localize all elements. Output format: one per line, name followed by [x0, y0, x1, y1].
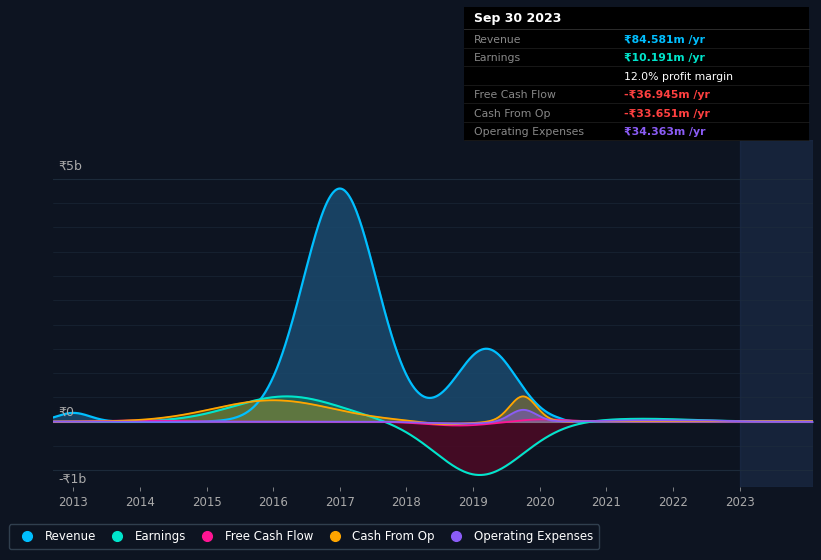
Text: Free Cash Flow: Free Cash Flow	[474, 90, 556, 100]
Text: -₹1b: -₹1b	[58, 473, 87, 486]
Text: ₹10.191m /yr: ₹10.191m /yr	[624, 53, 705, 63]
Text: ₹84.581m /yr: ₹84.581m /yr	[624, 35, 705, 45]
Text: ₹34.363m /yr: ₹34.363m /yr	[624, 127, 705, 137]
Text: -₹33.651m /yr: -₹33.651m /yr	[624, 109, 710, 119]
Bar	[740, 140, 813, 487]
Legend: Revenue, Earnings, Free Cash Flow, Cash From Op, Operating Expenses: Revenue, Earnings, Free Cash Flow, Cash …	[9, 524, 599, 549]
Text: -₹36.945m /yr: -₹36.945m /yr	[624, 90, 710, 100]
Text: Earnings: Earnings	[474, 53, 521, 63]
Text: Revenue: Revenue	[474, 35, 521, 45]
Text: Sep 30 2023: Sep 30 2023	[474, 12, 561, 25]
Text: 12.0% profit margin: 12.0% profit margin	[624, 72, 733, 82]
Text: Cash From Op: Cash From Op	[474, 109, 550, 119]
Text: ₹0: ₹0	[58, 406, 75, 419]
Text: ₹5b: ₹5b	[58, 160, 83, 173]
Text: Operating Expenses: Operating Expenses	[474, 127, 584, 137]
